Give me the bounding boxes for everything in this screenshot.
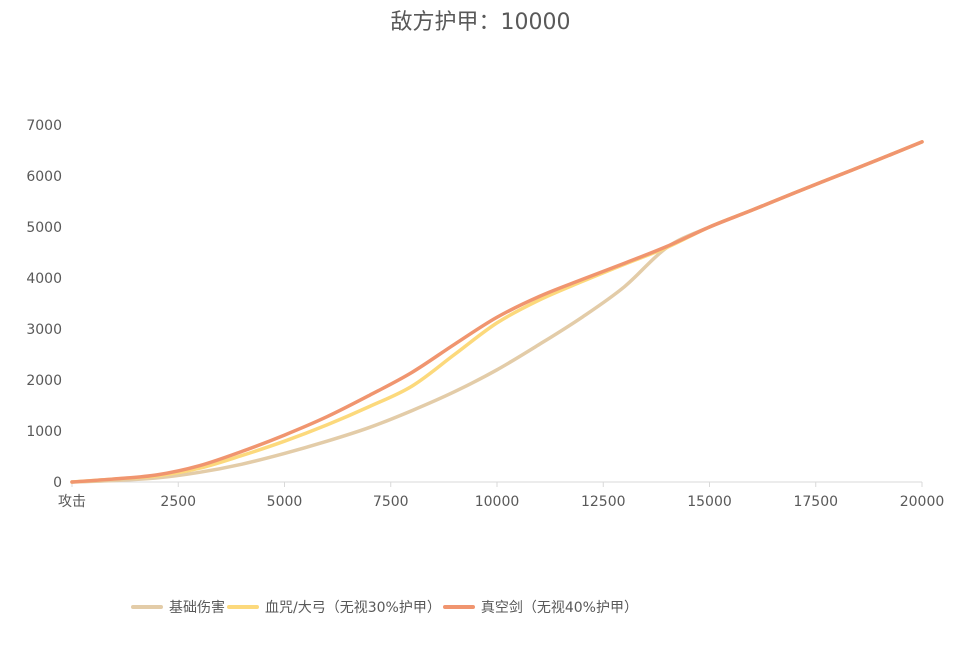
x-tick-label-0: 攻击 <box>58 494 86 510</box>
y-tick-label-7: 7000 <box>26 118 62 134</box>
y-tick-label-4: 4000 <box>26 271 62 287</box>
series-line-2 <box>70 140 924 484</box>
series-lines <box>70 140 924 484</box>
x-tick-label-7: 17500 <box>793 494 838 510</box>
legend-item-2[interactable]: 真空剑（无视40%护甲） <box>442 597 638 617</box>
y-tick-label-3: 3000 <box>26 322 62 338</box>
y-tick-label-0: 0 <box>53 475 62 491</box>
legend: 基础伤害 血咒/大弓（无视30%护甲） 真空剑（无视40%护甲） <box>131 597 640 617</box>
legend-item-0[interactable]: 基础伤害 <box>131 597 225 617</box>
y-tick-label-5: 5000 <box>26 220 62 236</box>
legend-swatch-2 <box>442 605 475 609</box>
legend-label-0: 基础伤害 <box>169 600 225 616</box>
legend-swatch-0 <box>131 605 163 609</box>
x-axis-ticks <box>71 482 923 487</box>
y-tick-label-1: 1000 <box>26 424 62 440</box>
y-tick-label-2: 2000 <box>26 373 62 389</box>
legend-label-2: 真空剑（无视40%护甲） <box>480 600 638 616</box>
y-tick-label-6: 6000 <box>26 169 62 185</box>
x-tick-label-4: 10000 <box>475 494 520 510</box>
x-axis-tick-labels: 攻击 2500 5000 7500 10000 12500 15000 17500 20000 <box>58 494 944 510</box>
legend-swatch-1 <box>227 605 259 609</box>
y-axis-tick-labels: 0 1000 2000 3000 4000 5000 6000 7000 <box>26 118 62 491</box>
x-tick-label-1: 2500 <box>160 494 196 510</box>
x-tick-label-8: 20000 <box>900 494 945 510</box>
x-tick-label-6: 15000 <box>687 494 732 510</box>
legend-item-1[interactable]: 血咒/大弓（无视30%护甲） <box>227 597 441 617</box>
x-tick-label-2: 5000 <box>267 494 303 510</box>
x-tick-label-3: 7500 <box>373 494 409 510</box>
legend-label-1: 血咒/大弓（无视30%护甲） <box>265 600 441 616</box>
chart-title: 敌方护甲：10000 <box>390 10 571 35</box>
x-tick-label-5: 12500 <box>581 494 626 510</box>
